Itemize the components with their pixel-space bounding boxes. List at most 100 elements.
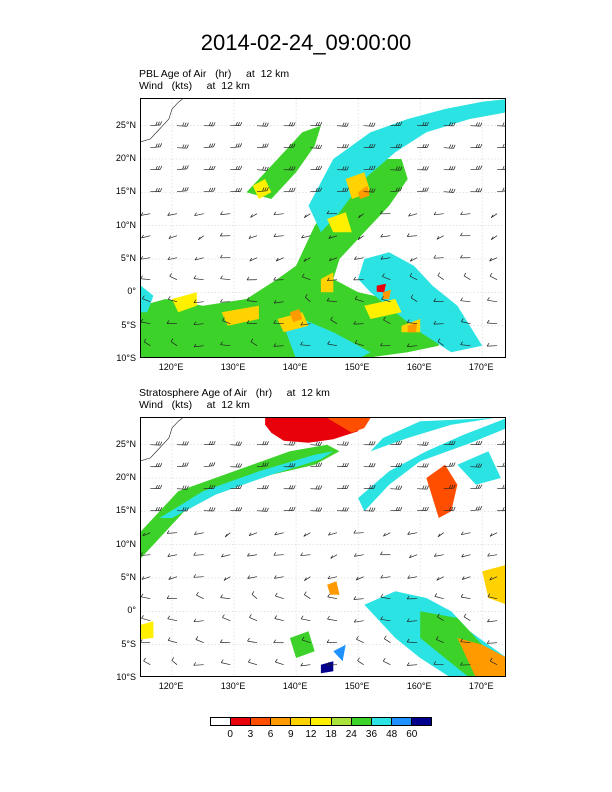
wind-barb-flag [453,188,456,193]
wind-barb [223,576,231,581]
wind-barb-flag [274,615,277,619]
wind-barb-flag [235,441,238,446]
wind-barb-flag [264,485,267,489]
wind-barb-flag [424,166,427,171]
wind-barb [193,278,204,281]
wind-barb-flag [262,485,265,489]
wind-barb-flag [291,122,294,126]
wind-barb-flag [315,507,318,512]
wind-barb-flag [451,484,454,489]
wind-barb [249,257,258,262]
wind-barb-flag [461,553,464,558]
wind-barb-flag [422,463,425,468]
colorbar-swatch [371,718,392,725]
wind-barb [497,465,505,468]
wind-barb-flag [490,214,494,218]
coastline [222,631,239,636]
wind-barb-flag [157,463,160,467]
wind-barb-flag [368,507,372,512]
wind-barb-flag [220,254,223,258]
colorbar-swatch [331,718,352,725]
wind-barb-flag [184,507,187,512]
wind-barb [301,618,311,622]
wind-barb [256,510,267,512]
wind-barb-flag [424,506,427,511]
wind-barb-flag [346,187,349,192]
wind-barb-flag [247,552,250,557]
wind-barb-flag [194,531,197,535]
wind-barb [141,617,151,622]
wind-barb [460,344,471,347]
wind-barb-flag [406,638,410,643]
wind-barb-flag [344,187,347,192]
wind-barb [256,465,267,468]
wind-barb-flag [397,440,401,445]
wind-barb-flag [342,187,345,192]
wind-barb-flag [373,165,376,170]
wind-barb [407,576,418,579]
wind-barb [443,147,454,149]
wind-barb-flag [409,258,413,262]
wind-barb-flag [157,121,160,126]
wind-barb-flag [208,462,212,467]
wind-barb-flag [426,166,429,171]
wind-barb-flag [159,187,163,192]
wind-barb-flag [490,236,494,240]
wind-barb-flag [344,441,347,446]
wind-barb-flag [239,484,243,489]
wind-barb-flag [210,462,214,467]
panel1-y-tick-label: 0° [127,286,136,297]
wind-barb-flag [182,165,185,170]
wind-barb-flag [453,506,456,511]
wind-barb-flag [399,166,403,171]
wind-barb-flag [157,187,160,192]
wind-barb-flag [304,214,307,218]
wind-barb [250,213,258,218]
wind-barb [275,661,284,666]
wind-barb-flag [453,122,456,127]
wind-barb [461,554,471,558]
wind-barb-flag [371,441,374,446]
wind-barb-flag [182,462,185,467]
wind-barb-flag [141,552,143,556]
wind-barb-flag [434,553,437,557]
wind-barb-flag [235,484,238,489]
wind-barb-flag [433,320,437,325]
wind-barb-flag [460,662,463,666]
wind-barb-flag [395,187,398,192]
wind-barb-flag [274,575,277,579]
wind-barb [463,616,471,621]
wind-barb-flag [319,462,323,467]
wind-barb-flag [397,143,401,148]
pbl-cyan-west [141,285,154,313]
wind-barb-flag [437,272,441,276]
wind-barb [256,146,267,149]
wind-barb [198,235,204,241]
wind-barb [497,125,505,127]
panel2-map [140,417,506,677]
wind-barb-flag [266,485,269,489]
pbl-green-band [141,159,439,357]
wind-barb-flag [486,342,490,347]
wind-barb-flag [291,166,294,171]
wind-barb [487,554,498,557]
wind-barb-flag [424,441,427,446]
wind-barb-flag [182,485,185,490]
coastline [184,533,191,542]
wind-barb-flag [380,616,383,620]
wind-barb [230,444,241,446]
wind-barb-flag [182,507,185,511]
coastline [174,202,181,211]
wind-barb-flag [460,341,463,345]
wind-barb-flag [424,463,427,468]
wind-barb-flag [168,235,172,239]
wind-barb-flag [251,591,255,595]
wind-barb-flag [448,188,452,193]
wind-barb-flag [293,122,296,127]
wind-barb [356,576,364,581]
wind-barb [274,301,284,304]
colorbar-tick-label: 24 [345,729,357,740]
wind-barb-flag [346,507,349,512]
wind-barb-flag [480,165,483,170]
wind-barb-flag [342,144,345,148]
